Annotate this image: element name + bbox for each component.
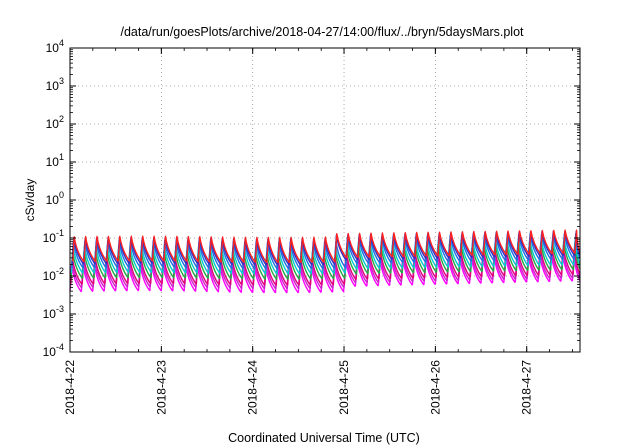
y-axis: 10-4 10-3 10-2 10-1 100 101 102 103 104: [43, 38, 580, 359]
x-tick-label: 2018-4-22: [63, 360, 77, 415]
series-line: [71, 233, 581, 270]
x-tick-label: 2018-4-26: [428, 360, 442, 415]
series-line: [69, 249, 581, 290]
x-tick-label: 2018-4-24: [246, 360, 260, 415]
y-tick-label: 103: [46, 76, 64, 93]
y-tick-label: 10-4: [43, 342, 64, 359]
y-tick-label: 104: [46, 38, 64, 55]
series-line: [70, 241, 581, 280]
x-tick-label: 2018-4-23: [154, 360, 168, 415]
y-tick-label: 10-2: [43, 266, 64, 283]
series-line: [71, 230, 581, 266]
series-line: [72, 229, 581, 263]
x-axis: 2018-4-22 2018-4-23 2018-4-24 2018-4-25 2018…: [63, 48, 573, 415]
y-tick-label: 102: [46, 114, 64, 131]
y-tick-label: 10-3: [43, 304, 64, 321]
y-tick-label: 101: [46, 152, 64, 169]
x-axis-label: Coordinated Universal Time (UTC): [228, 431, 420, 445]
y-axis-label: cSv/day: [23, 179, 37, 222]
series-line: [70, 245, 581, 286]
y-tick-label: 100: [46, 190, 64, 207]
x-tick-label: 2018-4-27: [520, 360, 534, 415]
chart-title: /data/run/goesPlots/archive/2018-04-27/1…: [120, 25, 524, 39]
grid-lines: [70, 48, 580, 352]
series-group: [69, 229, 581, 294]
series-line: [70, 237, 581, 275]
x-tick-label: 2018-4-25: [337, 360, 351, 415]
series-line: [69, 252, 581, 294]
y-tick-label: 10-1: [43, 228, 64, 245]
